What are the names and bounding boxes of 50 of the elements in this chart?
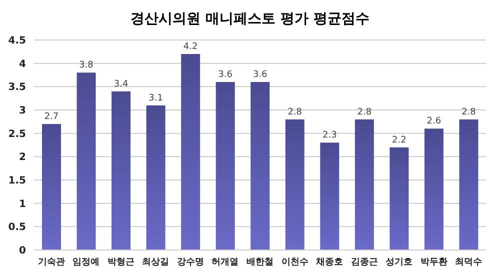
x-tick-label: 성기호 — [386, 257, 413, 268]
data-label: 3.6 — [252, 70, 268, 80]
x-tick-label: 최덕수 — [455, 257, 482, 268]
data-label: 3.4 — [114, 79, 128, 90]
x-tick-label: 배한철 — [246, 257, 274, 268]
data-label: 2.6 — [426, 116, 442, 127]
bar — [320, 142, 340, 250]
data-label: 2.2 — [392, 135, 406, 146]
x-tick-label: 임정예 — [72, 257, 100, 268]
x-tick-label: 김종근 — [350, 257, 378, 268]
y-tick-label: 2 — [19, 152, 26, 164]
bar — [146, 105, 166, 250]
data-label: 2.8 — [357, 107, 372, 118]
x-tick-label: 박두환 — [420, 257, 448, 268]
bar — [354, 119, 374, 250]
x-tick-label: 강수명 — [176, 257, 204, 268]
data-label: 3.6 — [218, 70, 233, 80]
x-tick-label: 최상길 — [142, 257, 170, 268]
bar — [112, 91, 131, 250]
data-label: 3.8 — [79, 60, 94, 71]
y-tick-label: 1.5 — [8, 176, 26, 187]
bar — [76, 72, 96, 250]
chart-title: 경산시의원 매니페스토 평가 평균점수 — [130, 10, 370, 29]
bar — [424, 128, 444, 250]
data-label: 4.2 — [183, 42, 198, 52]
data-label: 2.3 — [322, 130, 337, 141]
bar — [181, 54, 200, 250]
bar — [250, 82, 270, 250]
bar — [459, 119, 478, 250]
y-tick-label: 2.5 — [8, 128, 26, 140]
x-tick-label: 이천수 — [281, 257, 308, 268]
y-tick-label: 4.5 — [8, 36, 26, 47]
y-tick-label: 3.5 — [8, 82, 26, 94]
data-label: 2.8 — [462, 107, 476, 118]
x-tick-label: 박형근 — [107, 257, 134, 268]
bar — [216, 82, 235, 250]
x-tick-label: 채종호 — [315, 257, 344, 268]
y-tick-label: 0 — [19, 246, 26, 257]
x-tick-label: 기숙관 — [38, 257, 65, 268]
bar — [285, 119, 304, 250]
bar — [42, 124, 61, 250]
data-label: 2.8 — [288, 107, 302, 118]
y-tick-label: 4 — [19, 58, 26, 70]
y-tick-label: 0.5 — [8, 222, 26, 234]
bar — [390, 147, 409, 250]
x-tick-label: 허개열 — [212, 257, 239, 268]
y-tick-label: 1 — [19, 198, 26, 210]
y-tick-label: 3 — [19, 106, 26, 117]
data-label: 3.1 — [148, 93, 163, 104]
data-label: 2.7 — [44, 112, 59, 122]
